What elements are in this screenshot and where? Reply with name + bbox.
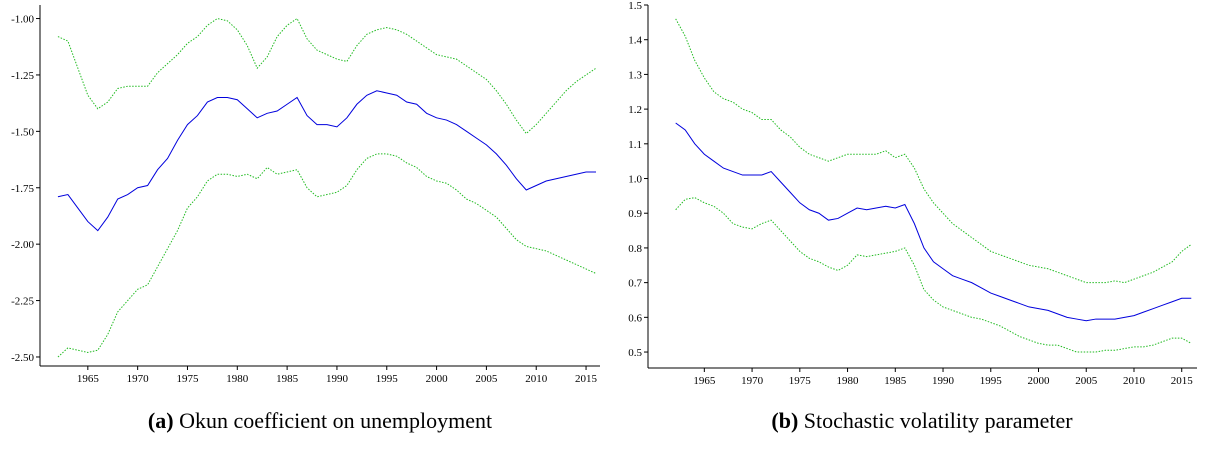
caption-text: Okun coefficient on unemployment [179, 408, 492, 433]
x-tick-label: 1990 [932, 375, 955, 387]
series-line [675, 18, 1192, 284]
caption-label: (b) [771, 408, 798, 433]
caption: (a) Okun coefficient on unemployment [148, 408, 492, 433]
x-tick-label: 1995 [980, 375, 1003, 387]
y-tick-label: 0.6 [628, 312, 642, 324]
x-tick-label: 2000 [426, 373, 449, 385]
x-tick-label: 1975 [176, 373, 199, 385]
y-tick-label: -2.00 [11, 239, 34, 251]
x-tick-label: 1980 [837, 375, 860, 387]
y-tick-label: -1.50 [11, 126, 34, 138]
y-tick-label: 0.9 [628, 208, 642, 220]
x-tick-label: 2005 [1075, 375, 1098, 387]
series-line [57, 153, 597, 358]
x-tick-label: 2015 [575, 373, 598, 385]
x-tick-label: 1980 [226, 373, 249, 385]
y-tick-label: -1.75 [11, 183, 34, 195]
y-tick-label: 0.7 [628, 278, 642, 290]
x-tick-label: 1970 [127, 373, 150, 385]
y-tick-label: 1.0 [628, 174, 642, 186]
series-line [57, 17, 597, 135]
series-line [675, 197, 1192, 353]
x-tick-label: 2005 [475, 373, 498, 385]
x-tick-label: 1975 [789, 375, 812, 387]
y-tick-label: 1.1 [628, 139, 642, 151]
y-tick-label: -1.25 [11, 70, 34, 82]
y-tick-label: 1.2 [628, 104, 642, 116]
series-line [57, 90, 597, 232]
x-tick-label: 1965 [77, 373, 100, 385]
x-tick-label: 2010 [525, 373, 548, 385]
y-tick-label: 0.8 [628, 243, 642, 255]
caption-text: Stochastic volatility parameter [804, 408, 1073, 433]
y-tick-label: 0.5 [628, 347, 642, 359]
caption: (b) Stochastic volatility parameter [771, 408, 1073, 433]
series-line [675, 122, 1192, 322]
y-tick-label: 1.4 [628, 35, 642, 47]
x-tick-label: 1970 [741, 375, 764, 387]
x-tick-label: 1990 [326, 373, 349, 385]
y-tick-label: -1.00 [11, 14, 34, 26]
x-tick-label: 1985 [884, 375, 907, 387]
y-tick-label: -2.50 [11, 352, 34, 364]
y-tick-label: 1.3 [628, 69, 642, 81]
x-tick-label: 2010 [1123, 375, 1146, 387]
caption-label: (a) [148, 408, 174, 433]
y-tick-label: 1.5 [628, 0, 642, 12]
x-tick-label: 1985 [276, 373, 299, 385]
x-tick-label: 2000 [1028, 375, 1051, 387]
y-tick-label: -2.25 [11, 296, 34, 308]
x-tick-label: 2015 [1171, 375, 1194, 387]
x-tick-label: 1995 [376, 373, 399, 385]
x-tick-label: 1965 [693, 375, 716, 387]
